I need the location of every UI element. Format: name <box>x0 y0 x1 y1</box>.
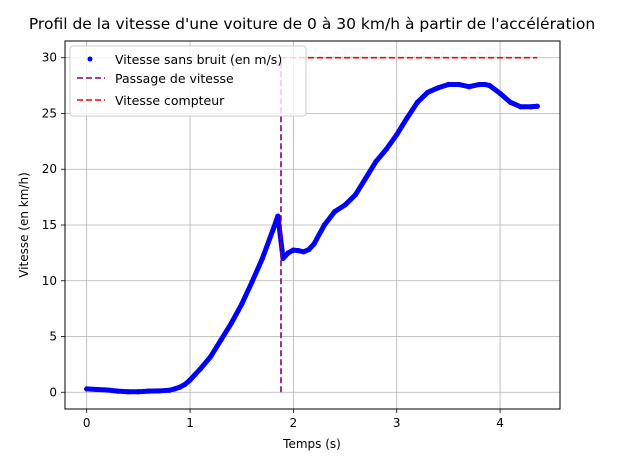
speed-data-point <box>218 337 224 343</box>
legend-label-gear-change: Passage de vitesse <box>115 71 234 86</box>
x-tick-label: 3 <box>393 416 401 430</box>
speed-data-point <box>249 279 255 285</box>
speed-data-point <box>192 371 198 378</box>
y-tick-label: 30 <box>42 51 57 65</box>
speed-data-point <box>311 241 317 247</box>
legend: Vitesse sans bruit (en m/s) Passage de v… <box>69 45 307 117</box>
speed-data-point <box>363 175 369 181</box>
y-tick-label: 5 <box>49 330 57 344</box>
speed-data-point <box>394 132 400 138</box>
y-tick-label: 15 <box>42 218 57 232</box>
speed-data-point <box>352 192 358 198</box>
speed-data-point <box>125 389 131 395</box>
speed-data-point <box>476 81 482 88</box>
speed-data-point <box>228 320 234 326</box>
speed-data-point <box>208 353 214 360</box>
speed-data-point <box>373 158 379 165</box>
speed-data-point <box>404 115 410 121</box>
speed-data-point <box>285 250 291 256</box>
speed-data-point <box>425 89 431 95</box>
speed-data-point <box>84 386 90 392</box>
speed-data-point <box>456 81 462 88</box>
y-tick-label: 20 <box>42 162 57 176</box>
speed-data-point <box>135 389 141 395</box>
x-tick-label: 4 <box>496 416 504 430</box>
plot-area <box>84 56 540 395</box>
speed-data-point <box>177 384 183 390</box>
speed-data-point <box>270 227 276 234</box>
axis-ticks: 0 1 2 3 4 0 5 10 15 20 25 30 <box>42 51 504 430</box>
speed-data-point <box>290 247 296 253</box>
speed-data-point <box>94 386 100 393</box>
speed-data-point <box>156 388 162 394</box>
speed-data-point <box>342 202 348 208</box>
speed-data-point <box>104 387 110 393</box>
y-tick-label: 10 <box>42 274 57 288</box>
speed-data-point <box>182 381 188 388</box>
speed-data-point <box>487 83 493 89</box>
speed-data-point <box>197 366 203 372</box>
speed-data-point <box>187 377 193 383</box>
legend-marker-speed <box>87 56 93 62</box>
x-axis-label: Temps (s) <box>282 437 341 451</box>
speed-data-point <box>466 84 472 90</box>
speed-data-point <box>146 388 152 394</box>
chart-title: Profil de la vitesse d'une voiture de 0 … <box>29 15 595 33</box>
speed-data-point <box>259 255 265 262</box>
legend-label-speed: Vitesse sans bruit (en m/s) <box>115 52 282 67</box>
speed-data-point <box>306 246 312 253</box>
speed-data-point <box>301 249 307 255</box>
speed-data-point <box>497 90 503 97</box>
speed-data-point <box>481 81 488 88</box>
y-axis-label: Vitesse (en km/h) <box>17 172 31 278</box>
speed-data-point <box>383 146 389 152</box>
speed-data-point <box>295 248 302 254</box>
speed-data-point <box>435 85 441 91</box>
speed-data-point <box>534 103 540 109</box>
speed-data-point <box>528 104 534 110</box>
x-tick-label: 2 <box>290 416 298 430</box>
x-tick-label: 0 <box>83 416 91 430</box>
speed-data-point <box>275 213 281 219</box>
speed-data-point <box>518 104 524 110</box>
speed-data-point <box>332 209 338 215</box>
speed-data-point <box>321 222 327 228</box>
x-tick-label: 1 <box>186 416 194 430</box>
speed-data-point <box>171 386 178 392</box>
speed-data-point <box>414 99 420 105</box>
speed-data-point <box>507 99 513 105</box>
speed-data-point <box>166 387 172 393</box>
y-tick-label: 25 <box>42 106 57 120</box>
y-tick-label: 0 <box>49 385 57 399</box>
speed-data-point <box>115 388 121 394</box>
speed-data-point <box>239 301 245 307</box>
legend-label-speedometer: Vitesse compteur <box>115 93 225 108</box>
speed-data-point <box>445 81 451 88</box>
legend-box <box>69 45 307 117</box>
